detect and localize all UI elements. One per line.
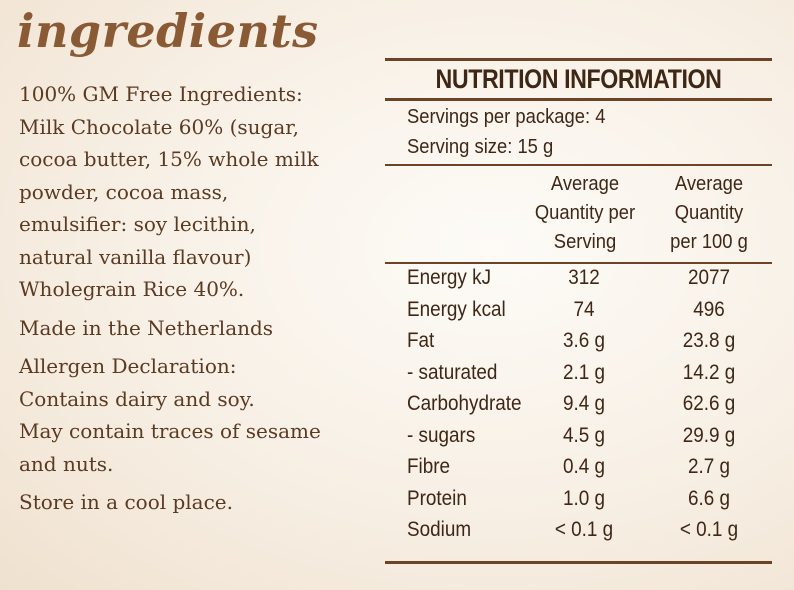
per-serving-value: 1.0 g xyxy=(562,486,606,510)
nutrient-name: Energy kcal xyxy=(407,297,506,321)
per-100g-value: 496 xyxy=(693,297,725,321)
column-header-per-100g: Average Quantity per 100 g xyxy=(652,170,766,257)
serving-size: Serving size: 15 g xyxy=(407,136,554,158)
header-line: Average xyxy=(550,173,620,195)
top-rule xyxy=(385,58,772,61)
allergen-line: May contain traces of sesame xyxy=(19,419,321,443)
nutrition-rows: Energy kJ 312 2077 Energy kcal 74 496 Fat 3.6… xyxy=(385,264,772,548)
origin-statement: Made in the Netherlands xyxy=(19,315,274,340)
nutrient-name: Sodium xyxy=(407,518,472,541)
title-rule xyxy=(385,98,772,101)
header-line: Serving xyxy=(553,231,617,253)
ingredients-heading: ingredients xyxy=(17,4,319,58)
column-header-per-serving: Average Quantity per Serving xyxy=(528,170,642,257)
allergen-line: and nuts. xyxy=(19,451,114,476)
storage-instruction: Store in a cool place. xyxy=(19,490,234,514)
bottom-rule xyxy=(385,561,772,564)
ingredient-line: cocoa butter, 15% whole milk xyxy=(19,147,319,171)
header-line: Average xyxy=(674,173,744,195)
per-100g-value: < 0.1 g xyxy=(679,518,739,541)
table-row: - saturated 2.1 g 14.2 g xyxy=(385,359,772,391)
ingredient-line: Wholegrain Rice 40%. xyxy=(19,277,245,301)
table-row: Carbohydrate 9.4 g 62.6 g xyxy=(385,390,772,422)
servings-rule xyxy=(385,164,772,166)
table-row: Energy kcal 74 496 xyxy=(385,296,772,328)
nutrient-name: - saturated xyxy=(407,360,498,384)
per-serving-value: 3.6 g xyxy=(562,329,606,352)
nutrition-panel: NUTRITION INFORMATION Servings per packa… xyxy=(385,58,772,564)
table-row: Energy kJ 312 2077 xyxy=(385,264,772,296)
table-row: Sodium < 0.1 g < 0.1 g xyxy=(385,516,772,548)
per-100g-value: 29.9 g xyxy=(682,423,736,447)
header-line: per 100 g xyxy=(670,231,748,253)
ingredients-list: 100% GM Free Ingredients: Milk Chocolate… xyxy=(19,78,369,306)
per-serving-value: 0.4 g xyxy=(562,455,606,478)
servings-per-package: Servings per package: 4 xyxy=(407,106,606,128)
header-line: Quantity xyxy=(674,202,744,224)
per-100g-value: 2.7 g xyxy=(687,455,731,478)
nutrient-name: Energy kJ xyxy=(407,266,492,289)
per-serving-value: 312 xyxy=(568,266,600,289)
header-rule xyxy=(385,262,772,264)
allergen-line: Allergen Declaration: xyxy=(19,354,237,378)
ingredient-line: natural vanilla flavour) xyxy=(19,244,252,269)
per-serving-value: 2.1 g xyxy=(562,360,606,384)
ingredient-line: 100% GM Free Ingredients: xyxy=(19,82,303,106)
nutrient-name: Carbohydrate xyxy=(407,392,522,415)
allergen-line: Contains dairy and soy. xyxy=(19,386,255,411)
per-100g-value: 14.2 g xyxy=(682,360,736,384)
table-row: Fat 3.6 g 23.8 g xyxy=(385,327,772,359)
allergen-declaration: Allergen Declaration: Contains dairy and… xyxy=(19,350,369,480)
ingredient-line: emulsifier: soy lecithin, xyxy=(19,212,256,236)
per-serving-value: 9.4 g xyxy=(562,392,606,415)
table-row: Fibre 0.4 g 2.7 g xyxy=(385,453,772,485)
per-serving-value: 74 xyxy=(573,297,595,321)
nutrient-name: Fibre xyxy=(407,455,451,478)
per-serving-value: 4.5 g xyxy=(562,423,606,447)
per-100g-value: 23.8 g xyxy=(682,329,736,352)
nutrition-title: NUTRITION INFORMATION xyxy=(435,64,722,94)
table-row: Protein 1.0 g 6.6 g xyxy=(385,485,772,517)
table-row: - sugars 4.5 g 29.9 g xyxy=(385,422,772,454)
nutrient-name: - sugars xyxy=(407,423,476,447)
per-100g-value: 62.6 g xyxy=(682,392,736,415)
nutrient-name: Protein xyxy=(407,486,467,510)
per-100g-value: 2077 xyxy=(687,266,731,289)
ingredient-line: Milk Chocolate 60% (sugar, xyxy=(19,114,299,139)
header-line: Quantity per xyxy=(534,202,636,224)
per-serving-value: < 0.1 g xyxy=(554,518,614,541)
nutrient-name: Fat xyxy=(407,329,435,352)
per-100g-value: 6.6 g xyxy=(687,486,731,510)
ingredients-text: 100% GM Free Ingredients: Milk Chocolate… xyxy=(19,78,369,525)
ingredient-line: powder, cocoa mass, xyxy=(19,179,229,204)
